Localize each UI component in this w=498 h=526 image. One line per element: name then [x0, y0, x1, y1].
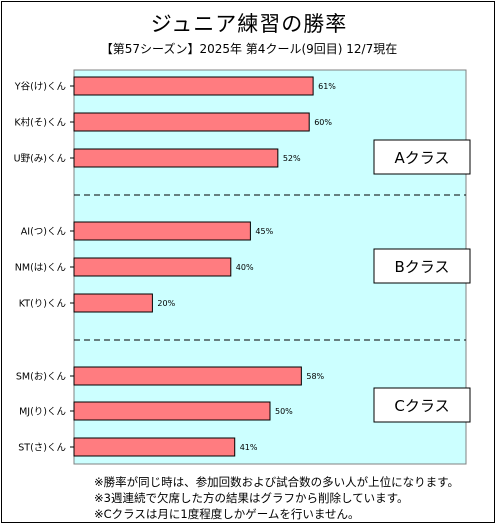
value-label-7: 58%	[306, 372, 324, 381]
category-label-8: MJ(り)くん	[19, 407, 66, 418]
value-label-2: 60%	[314, 118, 332, 127]
bar-9	[73, 437, 236, 457]
bar-8	[73, 401, 271, 421]
category-label-6: KT(り)くん	[19, 299, 66, 310]
footnote-3: ※Cクラスは月に1度程度しかゲームを行いません。	[94, 507, 360, 521]
class-label-1: Aクラス	[395, 149, 450, 167]
class-box-1	[373, 139, 471, 175]
class-label-2: Bクラス	[395, 258, 450, 276]
category-label-4: AI(つ)くん	[21, 227, 66, 238]
bar-5	[73, 257, 232, 277]
bar-7	[73, 366, 302, 386]
category-label-2: K村(そ)くん	[14, 117, 66, 129]
bar-1	[73, 76, 314, 96]
value-label-8: 50%	[275, 407, 293, 416]
footnote-1: ※勝率が同じ時は、参加回数および試合数の多い人が上位になります。	[94, 475, 459, 489]
class-label-3: Cクラス	[394, 397, 449, 415]
category-label-3: U野(み)くん	[14, 154, 66, 165]
bar-4	[73, 221, 251, 241]
category-label-5: NM(は)くん	[15, 263, 66, 274]
value-label-5: 40%	[236, 263, 254, 272]
chart-subtitle: 【第57シーズン】2025年 第4クール(9回目) 12/7現在	[100, 42, 398, 56]
class-box-3	[373, 387, 471, 423]
value-label-6: 20%	[157, 299, 175, 308]
footnote-2: ※3週連続で欠席した方の結果はグラフから削除しています。	[94, 491, 409, 505]
chart-title: ジュニア練習の勝率	[150, 12, 348, 36]
value-label-4: 45%	[255, 227, 273, 236]
bar-3	[73, 148, 279, 168]
bar-2	[73, 112, 310, 132]
value-label-9: 41%	[240, 443, 258, 452]
value-label-3: 52%	[283, 154, 301, 163]
category-label-9: ST(さ)くん	[18, 443, 66, 454]
value-label-1: 61%	[318, 82, 336, 91]
class-box-2	[373, 248, 471, 284]
category-label-1: Y谷(け)くん	[14, 82, 66, 93]
bar-6	[73, 293, 153, 313]
category-label-7: SM(お)くん	[16, 372, 66, 383]
